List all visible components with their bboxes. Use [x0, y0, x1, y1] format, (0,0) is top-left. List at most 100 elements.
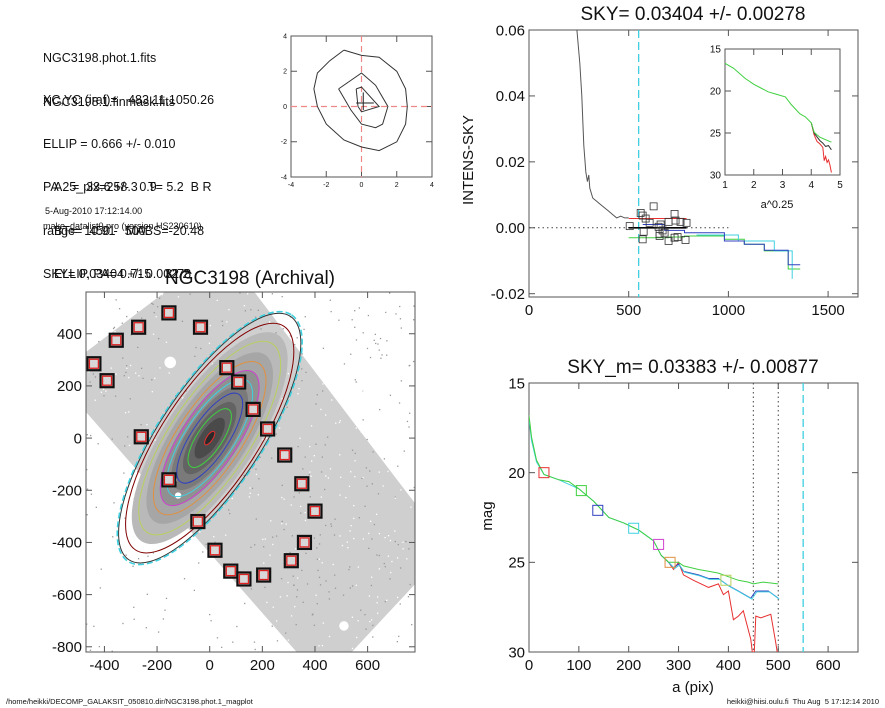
- noise-pixel: [278, 427, 281, 429]
- noise-pixel: [339, 454, 341, 456]
- noise-pixel: [325, 475, 327, 477]
- noise-pixel: [271, 293, 274, 295]
- noise-pixel: [412, 319, 415, 321]
- noise-pixel: [129, 364, 132, 367]
- noise-pixel: [407, 596, 410, 598]
- noise-pixel: [311, 614, 314, 616]
- sky-box: [236, 571, 252, 587]
- noise-pixel: [353, 537, 355, 540]
- sky-box-inner: [233, 376, 244, 388]
- noise-pixel: [199, 531, 201, 533]
- noise-pixel: [403, 450, 405, 452]
- noise-pixel: [339, 319, 341, 321]
- noise-pixel: [155, 316, 157, 318]
- noise-pixel: [313, 624, 316, 626]
- noise-pixel: [351, 585, 354, 587]
- x-tick-label: 0: [360, 182, 364, 189]
- noise-pixel: [318, 374, 320, 376]
- sky-box-inner: [309, 505, 321, 517]
- noise-pixel: [358, 517, 361, 519]
- noise-pixel: [402, 541, 404, 543]
- sky-box: [260, 421, 276, 437]
- sky-box: [108, 332, 124, 348]
- noise-pixel: [97, 490, 99, 492]
- noise-pixel: [386, 599, 388, 601]
- noise-pixel: [164, 637, 166, 640]
- y-tick-label: -600: [52, 587, 82, 604]
- isophote-ellipse: [159, 370, 260, 507]
- noise-pixel: [321, 562, 323, 564]
- noise-pixel: [158, 297, 161, 299]
- noise-pixel: [379, 408, 381, 411]
- noise-pixel: [297, 393, 299, 395]
- masked-star: [164, 356, 177, 369]
- noise-pixel: [205, 570, 207, 572]
- noise-pixel: [292, 575, 294, 577]
- noise-pixel: [264, 538, 266, 540]
- noise-pixel: [114, 330, 116, 333]
- noise-pixel: [243, 474, 245, 477]
- noise-pixel: [411, 623, 413, 626]
- noise-pixel: [395, 313, 397, 315]
- noise-pixel: [266, 601, 268, 604]
- noise-pixel: [328, 635, 331, 638]
- noise-pixel: [349, 530, 351, 532]
- noise-pixel: [334, 331, 336, 333]
- run-date: 5-Aug-2010 17:12:14.00: [45, 206, 143, 216]
- noise-pixel: [115, 373, 117, 375]
- x-tick-label: -400: [89, 657, 119, 674]
- noise-pixel: [365, 628, 367, 630]
- noise-pixel: [123, 375, 125, 377]
- noise-pixel: [313, 537, 315, 539]
- noise-pixel: [183, 578, 186, 580]
- noise-pixel: [294, 605, 296, 608]
- catalog-line: BT= 10.91 MABS=-20.48: [54, 223, 205, 238]
- sky-sample-square: [660, 228, 669, 237]
- noise-pixel: [401, 608, 404, 611]
- x-tick-label: 600: [816, 657, 841, 674]
- noise-pixel: [303, 328, 305, 331]
- noise-pixel: [140, 317, 143, 319]
- noise-pixel: [369, 620, 371, 623]
- noise-pixel: [309, 471, 311, 473]
- noise-pixel: [86, 592, 88, 595]
- noise-pixel: [354, 326, 356, 328]
- noise-pixel: [334, 587, 337, 589]
- noise-pixel: [397, 543, 399, 546]
- noise-pixel: [318, 543, 321, 545]
- noise-pixel: [332, 563, 334, 566]
- noise-pixel: [281, 484, 283, 487]
- noise-pixel: [316, 394, 318, 396]
- noise-pixel: [95, 506, 97, 508]
- noise-pixel: [86, 623, 88, 625]
- noise-pixel: [296, 589, 299, 591]
- noise-pixel: [229, 338, 231, 341]
- x-tick-label: -200: [142, 657, 172, 674]
- noise-pixel: [325, 580, 327, 582]
- noise-pixel: [115, 313, 117, 315]
- noise-pixel: [290, 504, 292, 506]
- noise-pixel: [378, 349, 380, 351]
- noise-pixel: [137, 566, 140, 569]
- noise-pixel: [281, 295, 283, 298]
- noise-pixel: [315, 443, 317, 445]
- noise-pixel: [138, 567, 141, 569]
- param-line: ELLIP = 0.666 +/- 0.010: [43, 136, 176, 151]
- noise-pixel: [334, 518, 336, 520]
- noise-pixel: [142, 377, 144, 380]
- noise-pixel: [102, 388, 105, 390]
- sky-box-inner: [101, 375, 113, 386]
- noise-pixel: [182, 397, 184, 399]
- noise-pixel: [362, 391, 365, 393]
- noise-pixel: [189, 293, 191, 295]
- y-tick-label: 0.02: [496, 154, 525, 171]
- sky-box-inner: [192, 516, 204, 527]
- noise-pixel: [239, 292, 241, 294]
- noise-pixel: [362, 538, 365, 540]
- noise-pixel: [90, 493, 93, 495]
- noise-pixel: [312, 613, 314, 615]
- isophote-marker: [575, 485, 587, 497]
- noise-pixel: [103, 395, 105, 397]
- noise-pixel: [412, 360, 415, 363]
- sky-sample-square: [682, 218, 691, 227]
